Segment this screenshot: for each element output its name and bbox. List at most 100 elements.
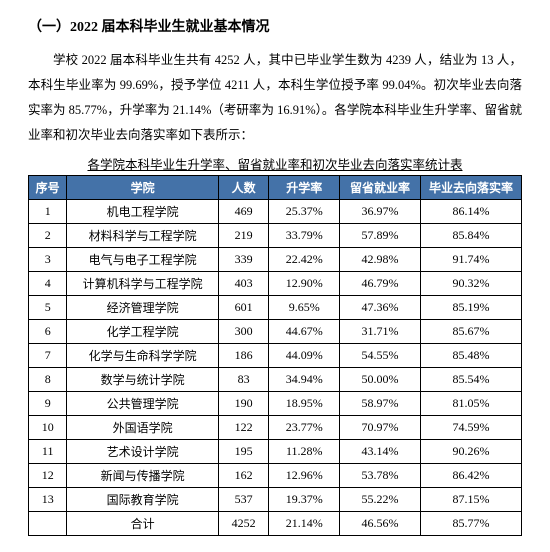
cell: 55.22%	[340, 488, 421, 512]
table-row-total: 合计425221.14%46.56%85.77%	[29, 512, 522, 536]
cell: 4	[29, 272, 67, 296]
cell: 数学与统计学院	[67, 368, 219, 392]
cell: 2	[29, 224, 67, 248]
cell: 300	[218, 320, 269, 344]
cell: 3	[29, 248, 67, 272]
cell: 74.59%	[420, 416, 521, 440]
section-title: （一）2022 届本科毕业生就业基本情况	[28, 16, 522, 36]
table-header-row: 序号 学院 人数 升学率 留省就业率 毕业去向落实率	[29, 176, 522, 200]
cell: 1	[29, 200, 67, 224]
cell: 85.77%	[420, 512, 521, 536]
cell: 33.79%	[269, 224, 340, 248]
cell: 6	[29, 320, 67, 344]
cell: 9	[29, 392, 67, 416]
table-row: 2材料科学与工程学院21933.79%57.89%85.84%	[29, 224, 522, 248]
cell: 化学与生命科学学院	[67, 344, 219, 368]
cell: 44.09%	[269, 344, 340, 368]
cell: 25.37%	[269, 200, 340, 224]
col-header-index: 序号	[29, 176, 67, 200]
cell: 47.36%	[340, 296, 421, 320]
cell: 85.19%	[420, 296, 521, 320]
cell: 43.14%	[340, 440, 421, 464]
cell: 339	[218, 248, 269, 272]
cell: 外国语学院	[67, 416, 219, 440]
col-header-implementation: 毕业去向落实率	[420, 176, 521, 200]
cell: 601	[218, 296, 269, 320]
cell: 90.32%	[420, 272, 521, 296]
cell: 87.15%	[420, 488, 521, 512]
table-row: 6化学工程学院30044.67%31.71%85.67%	[29, 320, 522, 344]
cell: 83	[218, 368, 269, 392]
cell: 403	[218, 272, 269, 296]
cell: 190	[218, 392, 269, 416]
col-header-count: 人数	[218, 176, 269, 200]
cell: 85.48%	[420, 344, 521, 368]
cell: 艺术设计学院	[67, 440, 219, 464]
cell: 46.79%	[340, 272, 421, 296]
cell: 13	[29, 488, 67, 512]
cell: 195	[218, 440, 269, 464]
cell: 合计	[67, 512, 219, 536]
cell: 85.84%	[420, 224, 521, 248]
col-header-college: 学院	[67, 176, 219, 200]
cell: 85.67%	[420, 320, 521, 344]
cell: 国际教育学院	[67, 488, 219, 512]
table-row: 13国际教育学院53719.37%55.22%87.15%	[29, 488, 522, 512]
cell: 18.95%	[269, 392, 340, 416]
cell: 122	[218, 416, 269, 440]
cell: 9.65%	[269, 296, 340, 320]
cell: 12.96%	[269, 464, 340, 488]
table-row: 9公共管理学院19018.95%58.97%81.05%	[29, 392, 522, 416]
cell: 化学工程学院	[67, 320, 219, 344]
cell: 42.98%	[340, 248, 421, 272]
table-row: 10外国语学院12223.77%70.97%74.59%	[29, 416, 522, 440]
cell: 21.14%	[269, 512, 340, 536]
cell: 58.97%	[340, 392, 421, 416]
table-row: 1机电工程学院46925.37%36.97%86.14%	[29, 200, 522, 224]
cell: 12	[29, 464, 67, 488]
cell: 70.97%	[340, 416, 421, 440]
table-row: 4计算机科学与工程学院40312.90%46.79%90.32%	[29, 272, 522, 296]
cell: 57.89%	[340, 224, 421, 248]
table-body: 1机电工程学院46925.37%36.97%86.14% 2材料科学与工程学院2…	[29, 200, 522, 536]
cell: 86.42%	[420, 464, 521, 488]
cell: 计算机科学与工程学院	[67, 272, 219, 296]
cell: 5	[29, 296, 67, 320]
cell: 材料科学与工程学院	[67, 224, 219, 248]
cell: 50.00%	[340, 368, 421, 392]
cell: 12.90%	[269, 272, 340, 296]
intro-paragraph: 学校 2022 届本科毕业生共有 4252 人，其中已毕业学生数为 4239 人…	[28, 48, 522, 148]
cell: 54.55%	[340, 344, 421, 368]
cell: 219	[218, 224, 269, 248]
col-header-promotion: 升学率	[269, 176, 340, 200]
col-header-province: 留省就业率	[340, 176, 421, 200]
cell: 91.74%	[420, 248, 521, 272]
cell: 469	[218, 200, 269, 224]
table-row: 12新闻与传播学院16212.96%53.78%86.42%	[29, 464, 522, 488]
cell: 23.77%	[269, 416, 340, 440]
cell: 86.14%	[420, 200, 521, 224]
cell: 19.37%	[269, 488, 340, 512]
cell: 34.94%	[269, 368, 340, 392]
cell: 11	[29, 440, 67, 464]
statistics-table: 序号 学院 人数 升学率 留省就业率 毕业去向落实率 1机电工程学院46925.…	[28, 175, 522, 536]
cell: 186	[218, 344, 269, 368]
table-row: 8数学与统计学院8334.94%50.00%85.54%	[29, 368, 522, 392]
cell: 31.71%	[340, 320, 421, 344]
table-row: 7化学与生命科学学院18644.09%54.55%85.48%	[29, 344, 522, 368]
cell: 90.26%	[420, 440, 521, 464]
cell: 11.28%	[269, 440, 340, 464]
cell: 85.54%	[420, 368, 521, 392]
cell: 10	[29, 416, 67, 440]
cell: 4252	[218, 512, 269, 536]
table-row: 11艺术设计学院19511.28%43.14%90.26%	[29, 440, 522, 464]
cell	[29, 512, 67, 536]
table-caption: 各学院本科毕业生升学率、留省就业率和初次毕业去向落实率统计表	[28, 154, 522, 173]
cell: 经济管理学院	[67, 296, 219, 320]
cell: 电气与电子工程学院	[67, 248, 219, 272]
cell: 7	[29, 344, 67, 368]
cell: 53.78%	[340, 464, 421, 488]
cell: 新闻与传播学院	[67, 464, 219, 488]
cell: 537	[218, 488, 269, 512]
cell: 81.05%	[420, 392, 521, 416]
